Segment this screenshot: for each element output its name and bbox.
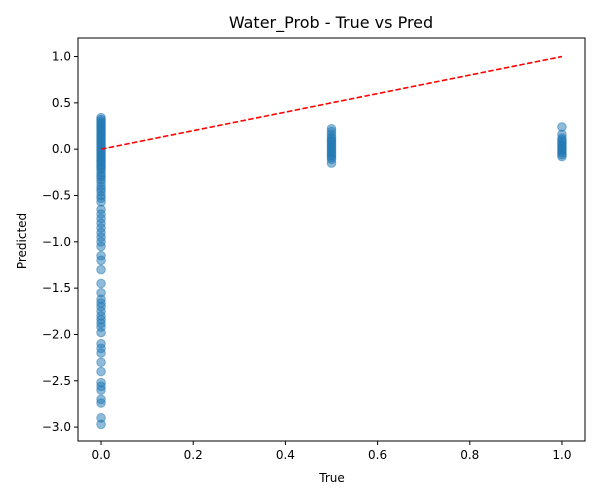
data-point [96, 255, 106, 266]
y-tick-label: −1.5 [42, 281, 71, 295]
y-axis-ticks: −3.0 −2.5 −2.0 −1.5 −1.0 −0.5 0.0 0.5 1.0 [42, 50, 78, 434]
data-point [557, 151, 567, 162]
data-point [96, 357, 106, 368]
y-tick-label: 0.5 [52, 96, 71, 110]
x-axis-label: True [318, 471, 345, 485]
data-point [326, 158, 337, 168]
y-axis-label: Predicted [15, 213, 29, 269]
series-2 [557, 122, 567, 162]
plot-area [77, 37, 586, 442]
data-point [96, 241, 106, 252]
chart-title: Water_Prob - True vs Pred [229, 13, 433, 33]
x-tick-label: 0.4 [276, 448, 295, 462]
series-0 [96, 112, 106, 430]
data-point [96, 385, 106, 395]
y-tick-label: −2.0 [42, 327, 71, 341]
plot-frame [77, 37, 586, 442]
data-point [96, 327, 106, 338]
y-tick-label: 0.0 [52, 142, 71, 156]
x-tick-label: 1.0 [552, 448, 571, 462]
data-point [96, 264, 106, 275]
x-tick-label: 0.2 [184, 448, 203, 462]
y-tick-label: −0.5 [42, 188, 71, 202]
data-point [96, 348, 106, 358]
x-tick-label: 0.8 [460, 448, 479, 462]
data-point [96, 419, 106, 430]
x-tick-label: 0.0 [91, 448, 110, 462]
data-point [96, 398, 106, 408]
y-tick-label: −2.5 [42, 374, 71, 388]
reference-line [100, 55, 563, 150]
x-axis-ticks: 0.0 0.2 0.4 0.6 0.8 1.0 [91, 441, 572, 462]
x-tick-label: 0.6 [368, 448, 387, 462]
series-1 [326, 123, 337, 168]
data-point [96, 278, 106, 289]
y-tick-label: 1.0 [52, 50, 71, 64]
y-tick-label: −1.0 [42, 235, 71, 249]
data-point [96, 366, 106, 377]
y-tick-label: −3.0 [42, 420, 71, 434]
